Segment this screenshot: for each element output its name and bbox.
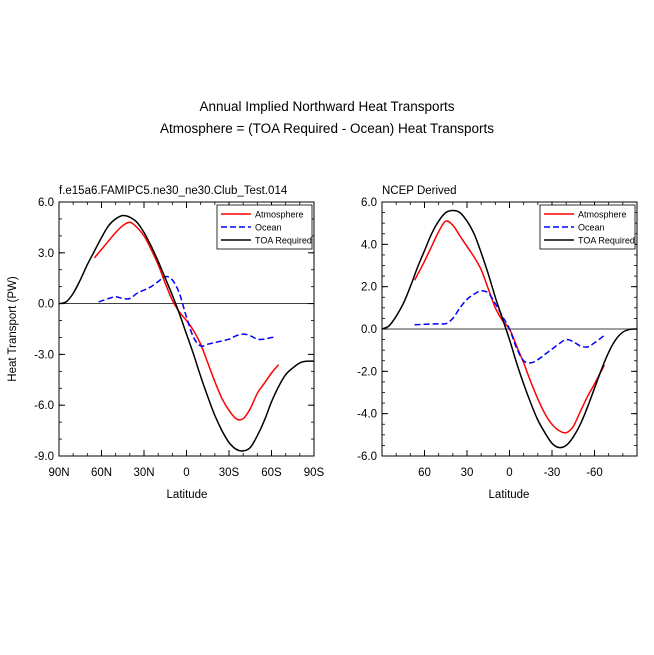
left-legend-label: Atmosphere [255, 210, 304, 220]
right-legend-label: TOA Required [578, 236, 635, 246]
left-series-atmosphere [93, 221, 280, 421]
right-series-ocean [414, 290, 605, 364]
left-legend-label: Ocean [255, 223, 282, 233]
left-tick-label-y: -6.0 [34, 400, 54, 412]
right-legend-label: Ocean [578, 223, 605, 233]
right-tick-label-y: 6.0 [361, 197, 377, 209]
left-tick-label-x: 0 [183, 467, 189, 479]
right-tick-label-y: 0.0 [361, 324, 377, 336]
right-plot-frame [381, 201, 638, 457]
left-tick-label-x: 90S [304, 467, 325, 479]
right-tick-label-x: -60 [586, 467, 603, 479]
left-series-ocean [98, 275, 275, 347]
left-tick-label-x: 90N [48, 467, 69, 479]
left-tick-label-x: 60N [91, 467, 112, 479]
left-legend-label: TOA Required [255, 236, 312, 246]
left-tick-label-y: -3.0 [34, 349, 54, 361]
left-tick-label-y: -9.0 [34, 451, 54, 463]
left-tick-label-y: 0.0 [38, 299, 54, 311]
right-panel-subtitle: NCEP Derived [382, 185, 457, 197]
right-tick-label-y: -6.0 [357, 451, 377, 463]
right-tick-label-y: 4.0 [361, 239, 377, 251]
left-series-toa-required [59, 214, 314, 452]
left-panel: f.e15a6.FAMIPC5.ne30_ne30.Club_Test.014 … [7, 185, 325, 501]
left-panel-subtitle: f.e15a6.FAMIPC5.ne30_ne30.Club_Test.014 [59, 185, 288, 197]
right-tick-label-x: 60 [418, 467, 431, 479]
right-series-toa-required [382, 209, 637, 449]
right-tick-label-y: 2.0 [361, 282, 377, 294]
right-panel: NCEP Derived Latitude 60 30 0 -30 -60 6.0 4.0 2… [357, 185, 638, 501]
right-panel-xlabel: Latitude [489, 489, 530, 501]
left-tick-label-y: 3.0 [38, 248, 54, 260]
right-legend-label: Atmosphere [578, 210, 627, 220]
left-panel-ylabel: Heat Transport (PW) [7, 276, 19, 382]
right-tick-label-x: 30 [461, 467, 474, 479]
left-tick-label-y: 6.0 [38, 197, 54, 209]
left-tick-label-x: 30N [133, 467, 154, 479]
right-tick-label-x: 0 [506, 467, 512, 479]
figure-title-line2: Atmosphere = (TOA Required - Ocean) Heat… [160, 121, 494, 136]
right-tick-label-x: -30 [544, 467, 561, 479]
right-series-atmosphere [413, 220, 606, 434]
left-tick-label-x: 60S [261, 467, 282, 479]
right-tick-label-y: -2.0 [357, 366, 377, 378]
figure-title-line1: Annual Implied Northward Heat Transports [199, 99, 454, 114]
left-plot-frame [58, 201, 315, 457]
left-panel-xlabel: Latitude [167, 489, 208, 501]
left-tick-label-x: 30S [219, 467, 240, 479]
right-tick-label-y: -4.0 [357, 409, 377, 421]
